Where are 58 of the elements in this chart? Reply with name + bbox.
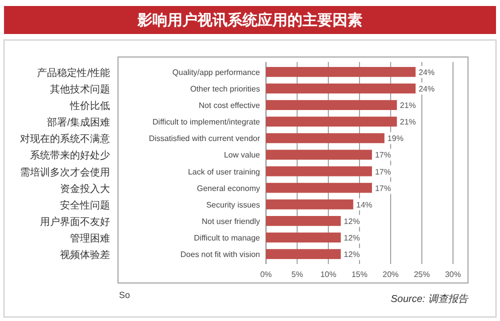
bar (266, 133, 384, 144)
y-tick-label: Low value (224, 150, 261, 160)
bar (266, 116, 397, 127)
text: 用户界面不友好 (40, 216, 110, 228)
bar (266, 199, 354, 210)
text: 其他技术问题 (50, 83, 110, 96)
data-label: 14% (356, 200, 372, 210)
y-tick-label: Not cost effective (198, 101, 261, 110)
text: 安全性问题 (60, 199, 110, 212)
data-label: 12% (344, 250, 360, 260)
x-tick-label: 25% (414, 270, 430, 279)
text: 视频体验差 (60, 249, 110, 262)
bar (266, 100, 397, 110)
bar (266, 66, 416, 77)
bar (266, 232, 341, 242)
data-label: 24% (418, 68, 435, 77)
y-tick-label: Quality/app performance (172, 68, 261, 77)
text: 系统带来的好处少 (30, 150, 110, 162)
text: 对现在的系统不满意 (20, 133, 110, 146)
y-tick-label: General economy (196, 184, 260, 193)
x-tick-label: 15% (351, 270, 368, 279)
x-tick-label: 20% (382, 270, 399, 279)
data-label: 12% (344, 234, 360, 243)
data-label: 12% (344, 216, 360, 226)
bar (266, 166, 372, 176)
data-label: 17% (374, 150, 391, 160)
data-label: 24% (418, 84, 435, 94)
source-note: Source: 调查报告 (390, 293, 469, 305)
data-label: 21% (400, 101, 416, 110)
chart-title: 影响用户视讯系统应用的主要因素 (136, 11, 362, 29)
bar (266, 84, 416, 94)
bar (266, 182, 372, 193)
y-tick-label: Other tech priorities (190, 84, 260, 94)
data-label: 17% (374, 167, 391, 176)
text: So (119, 290, 130, 300)
bar (266, 249, 341, 260)
bar (266, 150, 372, 160)
text: 性价比低 (69, 100, 110, 112)
data-label: 21% (400, 118, 416, 127)
text: 管理困难 (70, 232, 110, 245)
x-tick-label: 10% (320, 270, 336, 279)
y-tick-label: Does not fit with vision (180, 250, 260, 260)
text: 部署/集成困难 (47, 116, 110, 129)
y-tick-label: Difficult to manage (194, 234, 261, 243)
data-label: 19% (387, 134, 404, 144)
x-tick-label: 5% (291, 270, 303, 279)
y-tick-label: Difficult to implement/integrate (152, 118, 261, 127)
y-tick-label: Lack of user training (188, 167, 260, 176)
x-tick-label: 0% (260, 270, 272, 279)
text: 需培训多次才会使用 (20, 166, 110, 178)
y-tick-label: Not user friendly (202, 216, 260, 226)
x-tick-label: 30% (444, 270, 462, 279)
data-label: 17% (374, 184, 391, 193)
text: 产品稳定性/性能 (37, 66, 110, 79)
text: 资金投入大 (60, 182, 110, 195)
y-tick-label: Security issues (206, 200, 260, 210)
bar (266, 216, 341, 226)
y-tick-label: Dissatisfied with current vendor (148, 134, 260, 144)
